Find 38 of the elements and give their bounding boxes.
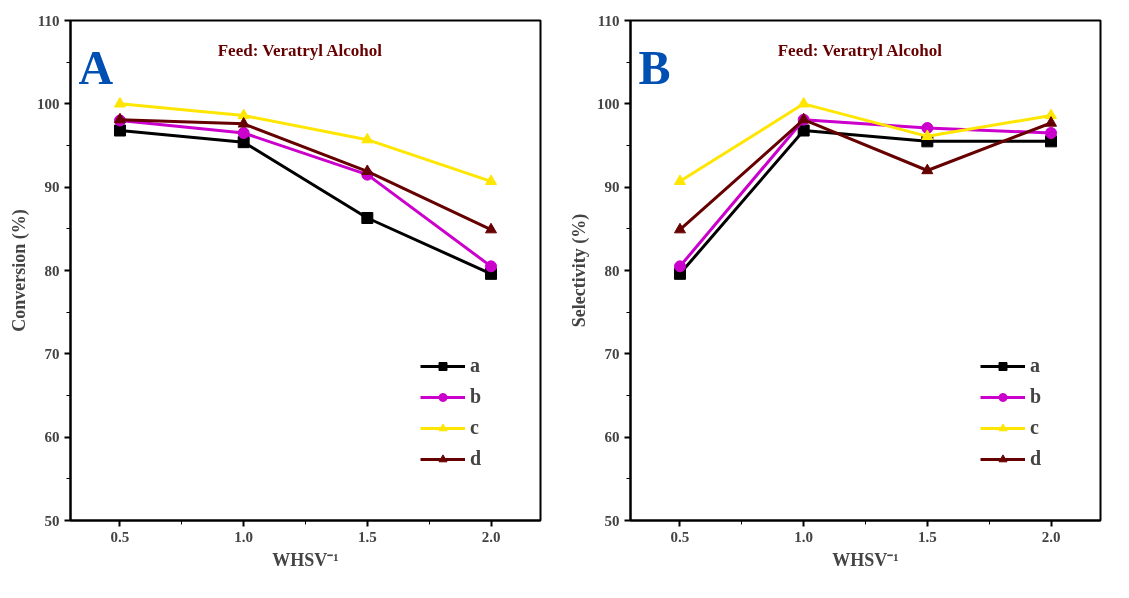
x-tick-label: 2.0	[1041, 528, 1061, 545]
legend-label: b	[470, 385, 483, 408]
y-tick-label: 50	[44, 512, 60, 529]
y-tick-label: 70	[44, 345, 60, 362]
y-tick-label: 50	[604, 512, 620, 529]
legend-label: a	[470, 354, 481, 377]
legend-label: d	[1030, 447, 1043, 470]
annotation: Feed: Veratryl Alcohol	[777, 40, 943, 60]
y-tick-label: 100	[37, 95, 60, 112]
x-tick-label: 1.0	[234, 528, 254, 545]
y-tick-label: 80	[44, 262, 60, 279]
x-tick-label: 1.5	[357, 528, 377, 545]
annotation: A	[78, 40, 114, 94]
y-tick-label: 100	[597, 95, 620, 112]
y-axis-title: Conversion (%)	[9, 209, 30, 332]
y-tick-label: 70	[604, 345, 620, 362]
y-tick-label: 80	[604, 262, 620, 279]
y-axis-title: Selectivity (%)	[569, 213, 590, 328]
legend-label: c	[1030, 416, 1040, 439]
annotation: B	[638, 40, 671, 94]
x-tick-label: 0.5	[110, 528, 130, 545]
y-tick-label: 110	[37, 12, 60, 29]
y-tick-label: 90	[604, 179, 620, 196]
x-tick-label: 1.5	[917, 528, 937, 545]
x-tick-label: 1.0	[794, 528, 814, 545]
legend-label: b	[1030, 385, 1043, 408]
x-tick-label: 0.5	[670, 528, 690, 545]
x-axis-title: WHSV⁻¹	[832, 549, 899, 570]
y-tick-label: 90	[44, 179, 60, 196]
x-axis-title: WHSV⁻¹	[272, 549, 339, 570]
annotation: Feed: Veratryl Alcohol	[217, 40, 383, 60]
legend-label: d	[470, 447, 483, 470]
legend-label: a	[1030, 354, 1041, 377]
x-tick-label: 2.0	[481, 528, 501, 545]
y-tick-label: 60	[44, 429, 60, 446]
y-tick-label: 60	[604, 429, 620, 446]
y-tick-label: 110	[597, 12, 620, 29]
legend-label: c	[470, 416, 480, 439]
